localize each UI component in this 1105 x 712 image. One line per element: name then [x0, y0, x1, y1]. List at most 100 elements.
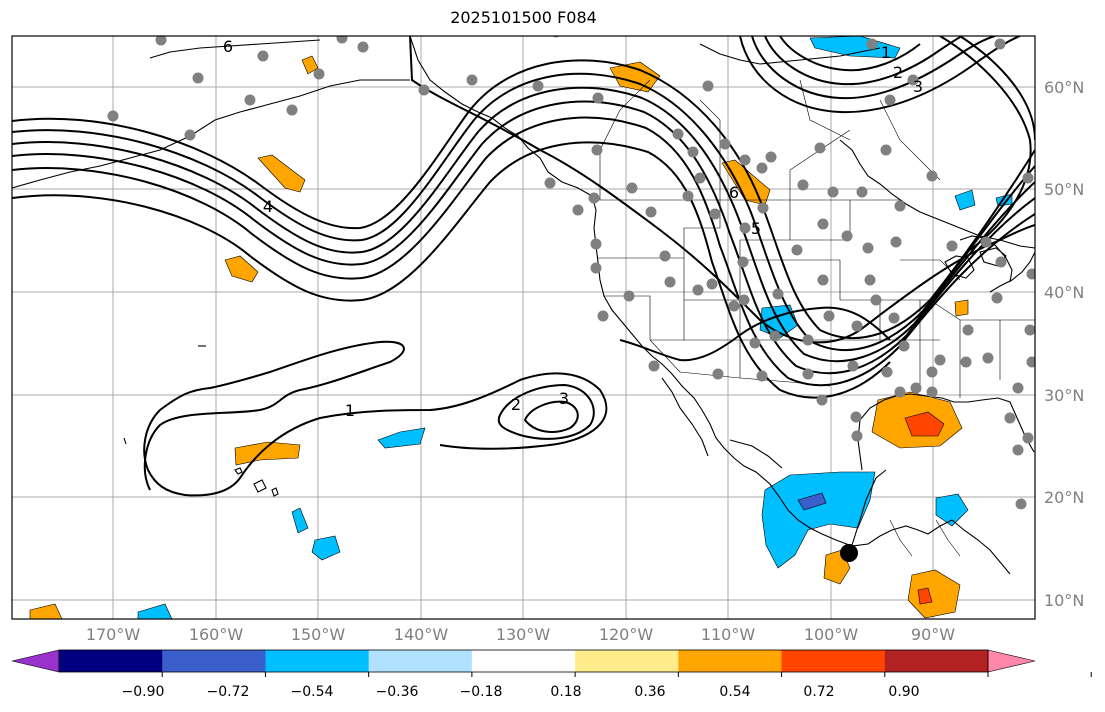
colorbar-tick-label: −0.18	[459, 684, 503, 700]
station-marker	[862, 242, 874, 254]
station-marker	[890, 236, 902, 248]
lat-label: 10°N	[1044, 591, 1085, 610]
map-frame	[11, 35, 1036, 620]
negative-anomaly-patch	[761, 471, 876, 569]
colorbar-tick-label: 0.72	[803, 684, 835, 700]
station-marker	[864, 274, 876, 286]
contour-label: 2	[893, 63, 903, 82]
contour-label: 6	[223, 37, 233, 56]
station-marker	[739, 222, 751, 234]
lon-label: 170°W	[85, 625, 141, 644]
station-marker	[712, 368, 724, 380]
station-marker	[592, 92, 604, 104]
station-marker	[645, 206, 657, 218]
lat-label: 50°N	[1044, 180, 1085, 199]
station-marker	[648, 360, 660, 372]
contour-label: 3	[913, 77, 923, 96]
colorbar-segment	[162, 650, 266, 672]
contour-label: 4	[263, 197, 273, 216]
contour-label: 1	[345, 401, 355, 420]
station-marker	[626, 182, 638, 194]
colorbar-extend-low	[11, 649, 60, 673]
station-marker	[994, 38, 1006, 50]
station-marker	[817, 218, 829, 230]
positive-anomaly-patch	[954, 299, 969, 317]
lon-label: 160°W	[188, 625, 244, 644]
colorbar-segment	[884, 650, 989, 672]
station-marker	[739, 154, 751, 166]
negative-anomaly-patch	[809, 36, 901, 59]
station-marker	[1026, 356, 1035, 368]
contour-label: 6	[729, 183, 739, 202]
colorbar-tick-label: −0.72	[206, 684, 250, 700]
station-marker	[757, 202, 769, 214]
station-marker	[664, 276, 676, 288]
station-marker	[687, 146, 699, 158]
positive-anomaly-patch	[257, 154, 306, 193]
station-marker	[738, 294, 750, 306]
station-marker	[107, 110, 119, 122]
colorbar-tick-label: 0.36	[634, 684, 666, 700]
station-marker	[728, 300, 740, 312]
negative-anomaly-patch	[137, 603, 173, 619]
negative-anomaly-patch	[291, 507, 309, 534]
height-contours	[12, 36, 1035, 497]
station-marker	[888, 312, 900, 324]
colorbar-segment	[781, 650, 886, 672]
contour-label: 2	[511, 395, 521, 414]
station-marker	[995, 256, 1007, 268]
colorbar	[11, 649, 1092, 677]
station-marker	[702, 80, 714, 92]
station-marker	[898, 340, 910, 352]
station-marker	[1012, 382, 1024, 394]
station-marker	[692, 284, 704, 296]
station-marker	[659, 250, 671, 262]
lon-label: 100°W	[803, 625, 859, 644]
station-marker	[797, 179, 809, 191]
lon-label: 130°W	[495, 625, 551, 644]
station-marker	[694, 172, 706, 184]
station-marker	[588, 192, 600, 204]
station-marker	[184, 129, 196, 141]
station-marker	[856, 186, 868, 198]
station-marker	[257, 50, 269, 62]
contour-label: 1	[881, 43, 891, 62]
station-marker	[286, 104, 298, 116]
station-marker	[880, 144, 892, 156]
lat-label: 30°N	[1044, 386, 1085, 405]
station-marker	[791, 244, 803, 256]
station-marker	[590, 238, 602, 250]
station-marker	[756, 162, 768, 174]
station-marker	[962, 324, 974, 336]
negative-anomaly-patch-strong	[797, 492, 827, 511]
station-marker	[851, 320, 863, 332]
storm-center-marker	[840, 544, 858, 562]
positive-anomaly-patch	[234, 441, 301, 466]
colorbar-segment	[471, 650, 576, 672]
colorbar-segment	[678, 650, 783, 672]
station-marker	[1004, 412, 1016, 424]
station-marker	[847, 360, 859, 372]
station-marker	[709, 208, 721, 220]
station-marker	[749, 337, 761, 349]
station-marker	[894, 200, 906, 212]
station-marker	[817, 274, 829, 286]
station-marker	[769, 330, 781, 342]
station-marker	[672, 128, 684, 140]
station-markers	[107, 36, 1035, 510]
station-marker	[881, 366, 893, 378]
station-marker	[816, 394, 828, 406]
colorbar-tick-label: −0.54	[290, 684, 334, 700]
lat-label: 20°N	[1044, 488, 1085, 507]
positive-anomaly-patch	[609, 61, 661, 93]
chart-title: 2025101500 F084	[450, 8, 597, 27]
station-marker	[756, 370, 768, 382]
station-marker	[910, 382, 922, 394]
colorbar-outline	[58, 649, 989, 673]
colorbar-segment	[575, 650, 679, 672]
positive-anomaly-patch	[224, 255, 259, 283]
negative-anomaly-patch	[935, 493, 969, 527]
station-marker	[706, 278, 718, 290]
positive-anomaly-patch	[301, 55, 319, 75]
contour-label: 5	[751, 219, 761, 238]
